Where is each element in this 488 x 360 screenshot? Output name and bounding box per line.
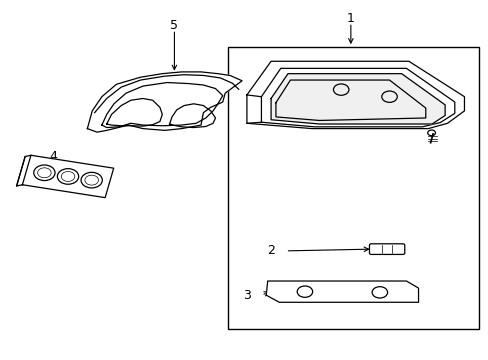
Bar: [227, 47, 478, 329]
Text: 5: 5: [170, 19, 178, 32]
Polygon shape: [87, 72, 242, 132]
Text: 2: 2: [266, 244, 274, 257]
Polygon shape: [17, 155, 31, 186]
Polygon shape: [270, 74, 444, 124]
Polygon shape: [22, 155, 113, 198]
Polygon shape: [246, 61, 464, 129]
FancyBboxPatch shape: [369, 244, 404, 255]
Text: 1: 1: [346, 12, 354, 25]
Text: 4: 4: [49, 150, 58, 163]
Text: 3: 3: [243, 289, 250, 302]
Polygon shape: [265, 281, 418, 302]
